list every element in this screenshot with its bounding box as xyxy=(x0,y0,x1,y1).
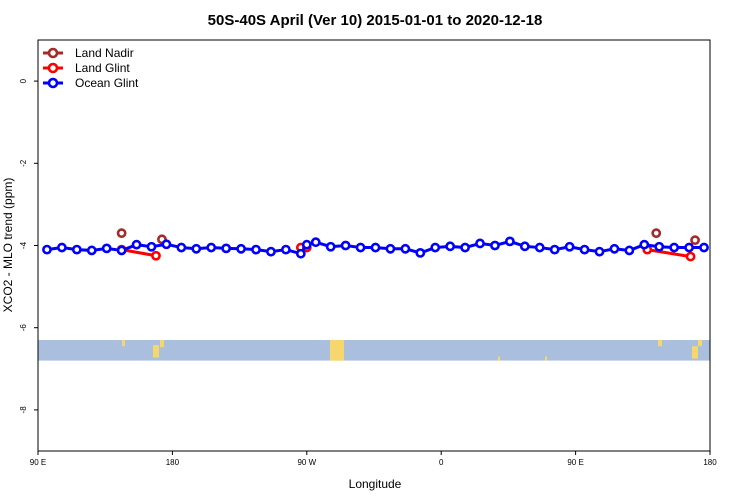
land-patch xyxy=(698,340,702,347)
ocean-glint-point xyxy=(236,243,246,254)
ocean-glint-point xyxy=(699,242,709,253)
land-glint-point xyxy=(151,250,161,261)
x-tick-label: 0 xyxy=(439,458,444,467)
y-tick-label: -6 xyxy=(19,324,28,332)
ocean-glint-point xyxy=(609,243,620,254)
legend-label-land-nadir: Land Nadir xyxy=(75,46,134,60)
land-patch xyxy=(658,340,662,347)
ocean-glint-point xyxy=(385,243,396,254)
y-tick-label: -2 xyxy=(19,159,28,167)
x-tick-label: 180 xyxy=(166,458,180,467)
x-tick-label: 90 W xyxy=(297,458,316,467)
ocean-glint-point xyxy=(266,246,276,257)
ocean-glint-point xyxy=(71,244,82,255)
series-layer xyxy=(42,228,709,262)
ocean-glint-point xyxy=(564,241,575,252)
x-tick-label: 180 xyxy=(703,458,717,467)
legend-marker-ocean-glint xyxy=(47,77,59,89)
ocean-glint-point xyxy=(310,237,321,248)
ocean-glint-point xyxy=(624,245,635,256)
land-glint-segment xyxy=(647,248,691,259)
land-nadir-point xyxy=(690,235,700,246)
ocean-glint-point xyxy=(430,242,441,253)
legend-label-land-glint: Land Glint xyxy=(75,61,130,75)
legend-marker-land-nadir xyxy=(47,47,59,59)
y-tick-label: 0 xyxy=(19,78,28,83)
ocean-glint-point xyxy=(221,243,232,254)
ocean-glint-point xyxy=(301,239,312,250)
ocean-glint-point xyxy=(161,239,172,250)
axes: 90 E 180 90 W 0 90 E 180 0 -2 -4 -6 -8 xyxy=(19,78,717,467)
ocean-glint-point xyxy=(42,244,52,255)
ocean-glint-point xyxy=(669,242,680,253)
ocean-glint-point xyxy=(519,241,530,252)
ocean-glint-point xyxy=(325,241,336,252)
ocean-glint-point xyxy=(101,243,112,254)
ocean-glint-point xyxy=(579,244,590,255)
ocean-glint-point xyxy=(56,242,67,253)
ocean-glint-point xyxy=(251,244,261,255)
ocean-glint-point xyxy=(400,243,411,254)
ocean-glint-point xyxy=(370,242,381,253)
land-patch xyxy=(692,346,698,359)
land-nadir-point xyxy=(116,228,127,239)
ocean-glint-point xyxy=(340,240,351,251)
land-patch xyxy=(498,356,500,361)
land-patch xyxy=(153,345,159,358)
y-tick-label: -8 xyxy=(19,406,28,414)
ocean-glint-point xyxy=(475,238,485,249)
ocean-glint-point xyxy=(86,245,97,256)
ocean-glint-point xyxy=(191,243,202,254)
ocean-glint-point xyxy=(146,241,157,252)
ocean-glint-point xyxy=(594,246,605,257)
y-tick-label: -4 xyxy=(19,241,28,249)
legend-label-ocean-glint: Ocean Glint xyxy=(75,76,139,90)
ocean-glint-point xyxy=(415,247,426,258)
ocean-glint-point xyxy=(206,242,217,253)
ocean-glint-point xyxy=(460,242,470,253)
ocean-glint-point xyxy=(131,239,142,250)
x-tick-label: 90 E xyxy=(567,458,583,467)
land-patch xyxy=(160,340,164,348)
ocean-glint-point xyxy=(445,241,456,252)
ocean-glint-point xyxy=(534,242,545,253)
ocean-glint-point xyxy=(504,236,515,247)
ocean-glint-point xyxy=(355,242,366,253)
chart-title: 50S-40S April (Ver 10) 2015-01-01 to 202… xyxy=(208,12,543,29)
ocean-glint-point xyxy=(490,240,500,251)
ocean-glint-point xyxy=(639,239,650,250)
ocean-glint-point xyxy=(280,244,291,255)
land-patch xyxy=(545,356,547,361)
land-nadir-point xyxy=(651,228,662,239)
ocean-glint-point xyxy=(549,244,560,255)
land-ocean-band xyxy=(38,340,710,361)
land-patch xyxy=(335,354,343,361)
ocean-glint-point xyxy=(654,241,665,252)
y-axis-label: XCO2 - MLO trend (ppm) xyxy=(1,178,15,313)
ocean-glint-point xyxy=(176,242,187,253)
land-glint-point xyxy=(685,251,696,262)
x-axis-label: Longitude xyxy=(349,477,402,491)
land-glint-segment xyxy=(121,248,157,258)
legend-marker-land-glint xyxy=(47,62,59,74)
x-tick-label: 90 E xyxy=(30,458,46,467)
ocean-glint-line xyxy=(46,239,705,256)
ocean-glint-point xyxy=(295,248,306,259)
ocean-glint-point xyxy=(116,245,127,256)
land-patch xyxy=(122,340,125,347)
ocean-band xyxy=(38,340,710,361)
ocean-glint-point xyxy=(684,242,694,253)
